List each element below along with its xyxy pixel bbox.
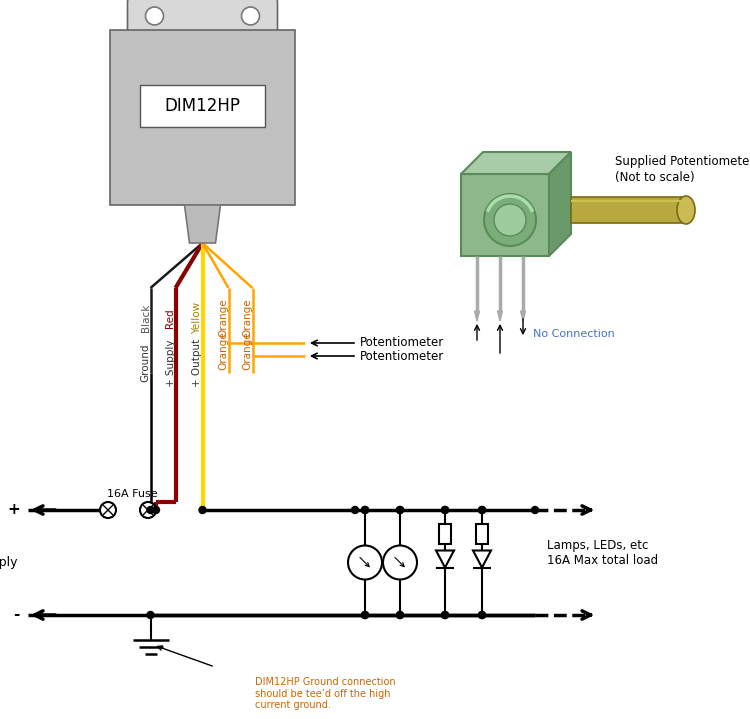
Circle shape xyxy=(146,7,164,25)
Bar xyxy=(439,524,451,544)
Circle shape xyxy=(147,611,154,618)
Circle shape xyxy=(397,611,404,618)
Text: Potentiometer: Potentiometer xyxy=(360,349,444,362)
Text: No Connection: No Connection xyxy=(533,329,615,339)
Circle shape xyxy=(397,506,404,513)
Bar xyxy=(140,85,265,127)
Text: Supplied Potentiometer: Supplied Potentiometer xyxy=(615,155,750,168)
Text: DIM12HP: DIM12HP xyxy=(164,97,241,115)
Circle shape xyxy=(442,611,448,618)
FancyBboxPatch shape xyxy=(128,0,278,35)
Text: Supply: Supply xyxy=(0,556,18,569)
Circle shape xyxy=(478,506,485,513)
Circle shape xyxy=(140,502,156,518)
Circle shape xyxy=(348,546,382,580)
Bar xyxy=(461,174,549,256)
Polygon shape xyxy=(549,152,571,256)
Text: Lamps, LEDs, etc
16A Max total load: Lamps, LEDs, etc 16A Max total load xyxy=(547,539,658,567)
Text: Orange: Orange xyxy=(218,298,229,337)
Polygon shape xyxy=(473,551,491,567)
Circle shape xyxy=(442,611,448,618)
Text: -: - xyxy=(13,608,20,623)
Circle shape xyxy=(442,506,448,513)
Circle shape xyxy=(478,611,485,618)
Text: Red: Red xyxy=(166,308,176,328)
Ellipse shape xyxy=(677,196,695,224)
Circle shape xyxy=(383,546,417,580)
Circle shape xyxy=(147,506,154,513)
Circle shape xyxy=(152,506,160,513)
Text: +: + xyxy=(8,503,20,518)
Polygon shape xyxy=(184,205,220,243)
Text: Orange: Orange xyxy=(218,331,229,370)
Circle shape xyxy=(442,506,448,513)
Text: Orange: Orange xyxy=(242,298,253,337)
Circle shape xyxy=(100,502,116,518)
Polygon shape xyxy=(520,311,526,321)
Polygon shape xyxy=(475,311,479,321)
Circle shape xyxy=(362,611,368,618)
Circle shape xyxy=(532,506,538,513)
Polygon shape xyxy=(497,311,502,321)
Text: Orange: Orange xyxy=(242,331,253,370)
Text: 16A Fuse: 16A Fuse xyxy=(106,489,158,499)
Text: Yellow: Yellow xyxy=(193,302,202,334)
Bar xyxy=(571,197,686,223)
Circle shape xyxy=(397,506,404,513)
Circle shape xyxy=(484,194,536,246)
Circle shape xyxy=(362,611,368,618)
Text: Potentiometer: Potentiometer xyxy=(360,336,444,349)
Polygon shape xyxy=(461,152,571,174)
Circle shape xyxy=(397,611,404,618)
Bar xyxy=(476,524,488,544)
Text: + Output: + Output xyxy=(193,339,202,387)
Text: Ground: Ground xyxy=(140,344,151,383)
Text: Black: Black xyxy=(140,304,151,332)
Circle shape xyxy=(199,506,206,513)
Text: DIM12HP Ground connection
should be tee’d off the high
current ground.: DIM12HP Ground connection should be tee’… xyxy=(255,677,396,710)
Circle shape xyxy=(478,611,485,618)
Circle shape xyxy=(242,7,260,25)
Circle shape xyxy=(362,506,368,513)
Circle shape xyxy=(478,506,485,513)
Text: (Not to scale): (Not to scale) xyxy=(615,170,695,183)
Text: + Supply: + Supply xyxy=(166,339,176,387)
Polygon shape xyxy=(436,551,454,567)
Circle shape xyxy=(362,506,368,513)
Bar xyxy=(110,30,295,205)
Circle shape xyxy=(352,506,358,513)
Circle shape xyxy=(494,204,526,236)
